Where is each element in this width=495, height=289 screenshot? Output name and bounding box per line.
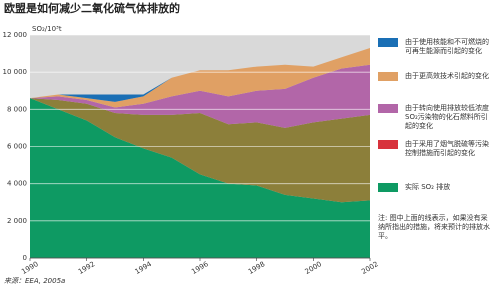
legend-swatch [378,104,398,113]
x-tick-label: 1990 [20,260,39,276]
y-tick-label: 8 000 [7,105,27,113]
x-tick-label: 1998 [247,260,266,276]
note: 注: 图中上面的线表示，如果没有采纳所指出的措施，将来预计的排放水平。 [378,214,490,240]
legend-label: 由于转向使用排放较低浓度SO₂污染物的化石燃料所引起的变化 [405,104,489,130]
y-tick-label: 0 [23,254,27,262]
y-tick-label: 6 000 [7,143,27,151]
legend-label: 实际 SO₂ 排放 [405,183,451,191]
legend-item: 由于更高效技术引起的变化 [378,72,490,81]
x-tick-label: 2000 [304,260,323,276]
legend-swatch [378,140,398,149]
x-tick-label: 1992 [77,260,96,276]
legend-item: 由于采用了烟气脱硫等污染控制措施而引起的变化 [378,140,490,158]
source: 来源：EEA, 2005a [4,277,65,285]
legend-label: 由于更高效技术引起的变化 [405,72,489,80]
area [30,98,370,258]
legend-swatch [378,38,398,47]
area [30,98,370,203]
legend-swatch [378,72,398,81]
y-tick-label: 10 000 [3,68,28,76]
legend-item: 由于使用核能和不可燃烧的可再生能源而引起的变化 [378,38,490,56]
legend-item: 由于转向使用排放较低浓度SO₂污染物的化石燃料所引起的变化 [378,104,490,131]
x-tick-label: 2002 [360,260,379,276]
legend-swatch [378,183,398,192]
legend-label: 由于采用了烟气脱硫等污染控制措施而引起的变化 [405,140,489,157]
chart-title: 欧盟是如何减少二氧化硫气体排放的 [4,1,180,15]
area [30,48,370,108]
y-tick-label: 2 000 [7,217,27,225]
legend-label: 由于使用核能和不可燃烧的可再生能源而引起的变化 [405,38,489,55]
x-tick-label: 1996 [190,260,210,276]
area [30,64,370,128]
y-tick-label: 12 000 [3,31,28,39]
legend-item: 实际 SO₂ 排放 [378,183,490,192]
x-tick-label: 1994 [134,260,154,276]
y-tick-label: 4 000 [7,180,27,188]
y-axis-label: SO₂/10³t [32,25,62,33]
